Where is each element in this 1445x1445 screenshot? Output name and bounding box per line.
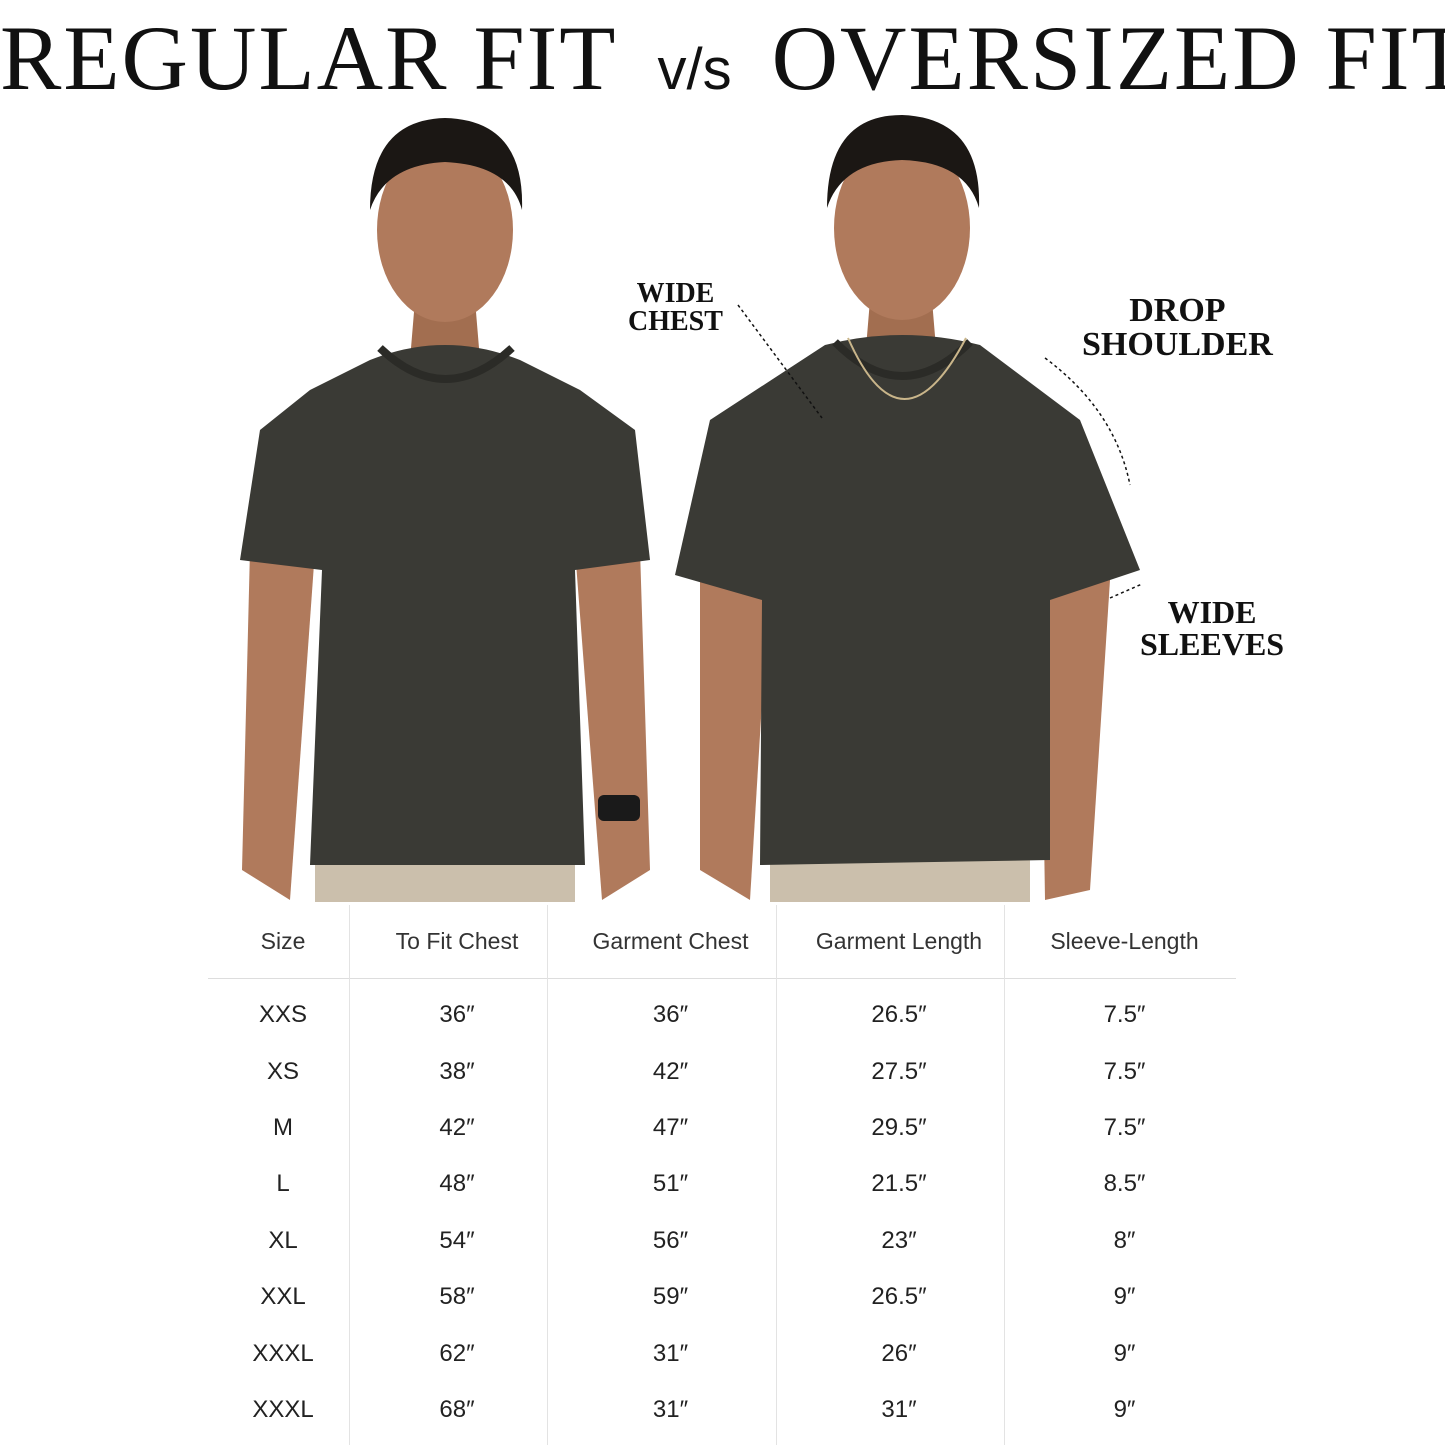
table-row: XXXL 68″ 31″ 31″ 9″: [208, 1382, 1236, 1438]
table-row: L 48″ 51″ 21.5″ 8.5″: [208, 1156, 1236, 1212]
table-cell: 31″: [881, 1395, 917, 1423]
column-header: Size: [260, 928, 306, 954]
table-cell: 7.5″: [1103, 1001, 1146, 1029]
page-title: REGULAR FIT v/s OVERSIZED FIT: [0, 8, 1445, 120]
table-cell: 47″: [652, 1113, 689, 1141]
title-oversized-fit: OVERSIZED FIT: [771, 7, 1445, 109]
oversized-fit-model-image: [675, 115, 1143, 902]
title-regular-fit: REGULAR FIT: [0, 7, 618, 109]
table-cell: 9″: [1113, 1339, 1136, 1367]
table-cell: 7.5″: [1103, 1057, 1146, 1085]
table-cell: 31″: [652, 1395, 689, 1423]
annotation-wide-chest: WIDE CHEST: [628, 278, 723, 337]
title-vs: v/s: [657, 37, 732, 102]
table-cell: 31″: [652, 1339, 689, 1367]
table-cell: 59″: [652, 1283, 689, 1311]
table-cell: 42″: [439, 1113, 475, 1141]
table-cell: 51″: [652, 1170, 689, 1198]
table-cell: 7.5″: [1103, 1113, 1146, 1141]
table-cell: 56″: [652, 1226, 689, 1254]
table-cell: XXXL: [252, 1395, 314, 1423]
table-cell: 54″: [439, 1226, 475, 1254]
table-cell: 27.5″: [871, 1057, 927, 1085]
column-divider: [349, 905, 350, 1445]
column-divider: [547, 905, 548, 1445]
table-cell: XXS: [258, 1001, 308, 1029]
table-cell: XXL: [260, 1283, 306, 1311]
table-cell: 26.5″: [871, 1001, 927, 1029]
table-cell: 68″: [439, 1395, 475, 1423]
table-row: XXXL 62″ 31″ 26″ 9″: [208, 1325, 1236, 1381]
table-cell: 48″: [439, 1170, 475, 1198]
table-cell: XL: [268, 1226, 298, 1254]
annotation-drop-shoulder: DROP SHOULDER: [1082, 292, 1273, 363]
column-header: Sleeve-Length: [1050, 928, 1199, 954]
table-row: XXL 58″ 59″ 26.5″ 9″: [208, 1269, 1236, 1325]
table-cell: 29.5″: [871, 1113, 927, 1141]
table-row: XL 54″ 56″ 23″ 8″: [208, 1213, 1236, 1269]
table-cell: 26.5″: [871, 1283, 927, 1311]
table-cell: 21.5″: [871, 1170, 927, 1198]
table-row: XS 38″ 42″ 27.5″ 7.5″: [208, 1043, 1236, 1099]
table-row: M 42″ 47″ 29.5″ 7.5″: [208, 1100, 1236, 1156]
table-cell: L: [276, 1170, 290, 1198]
table-cell: 8″: [1113, 1226, 1136, 1254]
column-header: To Fit Chest: [395, 928, 519, 954]
table-cell: 42″: [652, 1057, 689, 1085]
table-cell: 38″: [439, 1057, 475, 1085]
table-cell: 26″: [881, 1339, 917, 1367]
table-cell: XXXL: [252, 1339, 314, 1367]
column-divider: [776, 905, 777, 1445]
table-cell: 62″: [439, 1339, 475, 1367]
table-cell: 9″: [1113, 1395, 1136, 1423]
table-row: XXS 36″ 36″ 26.5″ 7.5″: [208, 987, 1236, 1043]
annotation-wide-sleeves: WIDE SLEEVES: [1140, 594, 1285, 662]
table-cell: 8.5″: [1103, 1170, 1146, 1198]
table-header-row: Size To Fit Chest Garment Chest Garment Len…: [208, 905, 1236, 979]
size-chart-table: Size To Fit Chest Garment Chest Garment Len…: [208, 905, 1236, 1445]
table-cell: 36″: [652, 1001, 689, 1029]
table-cell: 58″: [439, 1283, 475, 1311]
table-cell: XS: [266, 1057, 299, 1085]
column-header: Garment Length: [815, 928, 983, 954]
table-cell: 36″: [439, 1001, 475, 1029]
column-divider: [1004, 905, 1005, 1445]
table-cell: 9″: [1113, 1283, 1136, 1311]
column-header: Garment Chest: [592, 928, 749, 954]
regular-fit-model-image: [240, 118, 650, 902]
table-cell: M: [273, 1113, 293, 1141]
table-cell: 23″: [881, 1226, 917, 1254]
